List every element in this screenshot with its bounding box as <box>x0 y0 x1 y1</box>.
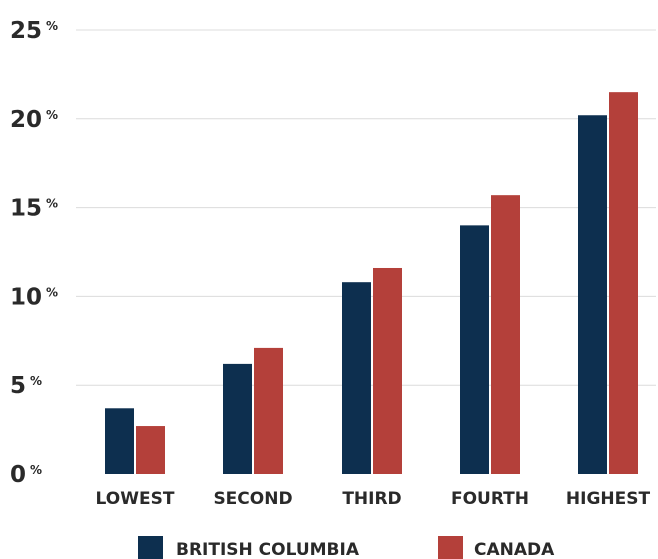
y-tick-label: 25% <box>10 18 58 44</box>
bar-british-columbia-lowest <box>105 408 134 474</box>
legend-label: BRITISH COLUMBIA <box>176 540 360 559</box>
bar-canada-highest <box>609 92 638 474</box>
y-tick-label: 10% <box>10 284 58 310</box>
y-gridlines <box>76 29 656 386</box>
x-tick-label: FOURTH <box>451 489 529 509</box>
legend-swatch <box>438 536 463 559</box>
bar-canada-second <box>254 347 283 474</box>
legend: BRITISH COLUMBIA CANADA <box>138 536 555 559</box>
y-tick-label: 20% <box>10 107 58 133</box>
bar-british-columbia-fourth <box>460 225 489 474</box>
legend-swatch <box>138 536 163 559</box>
y-tick-label: 5% <box>10 373 42 399</box>
x-axis-labels: LOWEST SECOND THIRD FOURTH HIGHEST <box>96 489 651 509</box>
y-tick-label: 0% <box>10 462 42 488</box>
y-tick-label: 15% <box>10 196 58 222</box>
bar-british-columbia-highest <box>578 115 607 475</box>
y-axis-ticks: 0 % 5 % 10 % 15 % 20 % 25% <box>10 18 58 488</box>
x-tick-label: HIGHEST <box>566 489 651 509</box>
bar-canada-lowest <box>136 426 165 474</box>
bar-british-columbia-third <box>342 282 371 474</box>
x-tick-label: LOWEST <box>96 489 175 509</box>
bars <box>105 92 638 475</box>
legend-label: CANADA <box>474 540 555 559</box>
x-tick-label: THIRD <box>342 489 401 509</box>
x-tick-label: SECOND <box>213 489 292 509</box>
bar-canada-fourth <box>491 195 520 474</box>
bar-british-columbia-second <box>223 363 252 474</box>
bar-canada-third <box>373 267 402 474</box>
